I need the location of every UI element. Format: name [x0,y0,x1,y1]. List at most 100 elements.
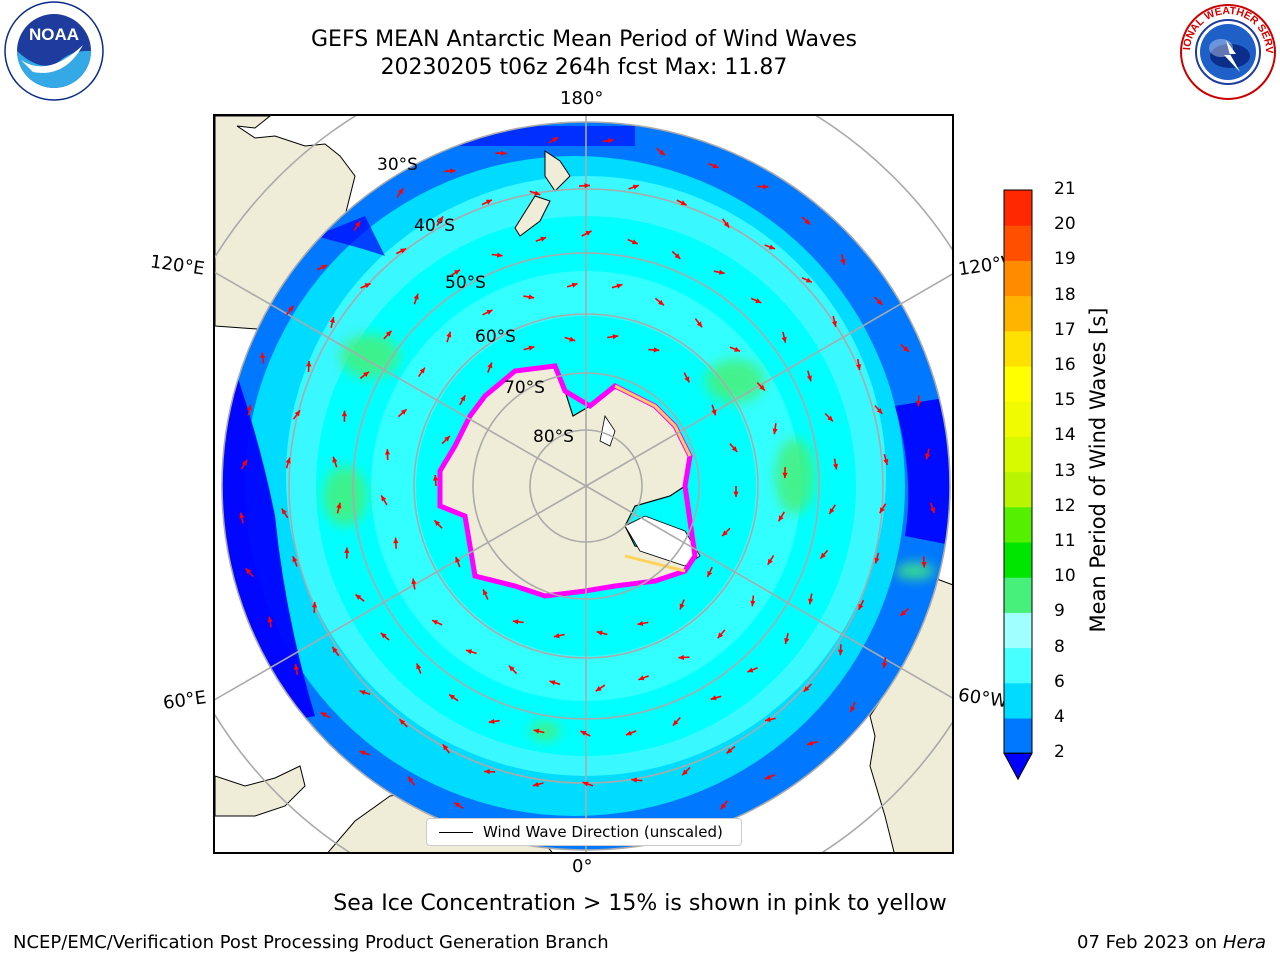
colorbar-swatch [1004,330,1032,367]
wave-arrow-head [487,362,493,369]
wave-arrow-head [311,601,318,608]
wave-arrow-head [856,364,862,370]
colorbar-swatch [1004,542,1032,578]
wave-arrow-head [466,649,472,655]
wave-arrow-head [332,646,338,653]
wave-arrow-head [807,740,814,746]
wave-arrow-head [718,269,725,275]
wave-arrow-head [569,336,576,342]
colorbar-tick-label: 6 [1054,671,1065,692]
wave-arrow-head [393,537,399,544]
wave-arrow-head [416,663,422,670]
wave-arrow-head [658,299,664,306]
colorbar-tick-label: 16 [1054,355,1076,375]
wave-arrow-head [260,352,266,359]
wave-arrow-head [672,719,679,726]
wave-arrow-head [805,277,812,283]
wave-arrow-head [329,317,335,323]
wave-arrow-head [803,686,810,692]
lon-label-120e: 120°E [148,251,206,280]
wave-arrow-head [419,367,425,374]
wave-arrow-head [680,200,687,206]
wave-arrow-head [454,802,461,808]
wave-arrow-head [239,512,245,519]
wave-arrow-head [344,547,350,553]
wave-arrow-head [444,436,450,442]
noaa-logo-text: NOAA [29,25,79,44]
wave-arrow-head [292,556,298,563]
wave-arrow-head [364,283,371,289]
wave-arrow-head [684,376,690,383]
antarctica [439,365,701,597]
wave-arrow-head [454,269,460,275]
wave-arrow-head [772,428,778,435]
wave-arrow-head [879,507,885,514]
wave-arrow-head [682,769,688,776]
wave-arrow-head [632,184,639,190]
wave-arrow-head [442,744,449,751]
colorbar-swatch [1004,260,1032,297]
lon-label-60w: 60°W [956,684,1009,713]
lon-label-60e: 60°E [161,687,208,714]
colorbar-tick-label: 17 [1054,319,1076,340]
wave-arrow-head [781,336,787,343]
wave-arrow-head [925,453,931,460]
wave-arrow-head [930,507,935,514]
wave-arrow-head [281,508,287,515]
wave-arrow-head [900,610,907,616]
wave-arrow-head [808,598,814,605]
wave-arrow-head [437,216,444,223]
wave-arrow-head [829,508,835,514]
wave-arrow-head [533,728,540,734]
colorbar-swatch [1004,718,1032,754]
nws-logo: NATIONAL WEATHER SERVICE [1174,0,1278,106]
wave-arrow-head [637,620,644,626]
wave-arrow-head [460,395,466,402]
wave-arrow-head [455,556,461,563]
colorbar-swatch [1004,295,1032,332]
date-stamp: 07 Feb 2023 on Hera [1077,932,1266,953]
wave-arrow-head [747,667,754,673]
wave-arrow-head [765,716,771,722]
wave-arrow-head [552,137,559,143]
wave-arrow-head [921,562,927,568]
colorbar-label: Mean Period of Wind Waves [s] [1086,307,1110,633]
wave-arrow-head [400,409,407,415]
wave-arrow-head [616,283,623,289]
wave-arrow-head [384,449,391,455]
wave-arrow-head [381,495,387,502]
wave-arrow-head [638,675,645,681]
lat-label-50s: 50°S [445,273,486,293]
colorbar-swatch [1004,190,1032,226]
colorbar-tick-label: 11 [1054,531,1076,551]
colorbar-tick-label: 4 [1054,707,1065,727]
wave-arrow-head [723,221,730,228]
wave-arrow-head [399,719,406,725]
colorbar-under-extension [1003,752,1033,781]
wave-arrow-head [242,459,248,466]
wave-arrow-head [508,665,515,672]
wave-arrow-head [678,654,684,661]
legend-label: Wind Wave Direction (unscaled) [483,823,723,841]
wave-arrow-head [631,239,638,245]
lat-label-40s: 40°S [414,216,455,236]
wave-arrow-head [486,310,493,315]
colorbar-tick-label: 10 [1054,566,1076,587]
colorbar-tick-label: 14 [1054,425,1076,446]
wave-arrow-head [734,346,741,352]
wave-arrow-head [876,408,883,414]
wave-arrow-head [782,472,788,479]
wave-arrow-head [355,594,362,600]
polar-map: 30°S 40°S 50°S 60°S 70°S 80°S [213,114,954,854]
wave-arrow-head [341,410,348,417]
wave-arrow-head [446,331,452,338]
noaa-logo: NOAA [3,0,105,106]
wave-arrow-head [450,168,456,174]
wave-arrow-head [750,600,756,607]
wave-arrow-head [717,632,724,639]
colorbar-tick-label: 8 [1054,636,1065,657]
wave-arrow-head [608,138,614,144]
wave-arrow-head [711,409,717,416]
wave-arrow-head [432,620,439,625]
date-text: 07 Feb 2023 on [1077,932,1218,953]
